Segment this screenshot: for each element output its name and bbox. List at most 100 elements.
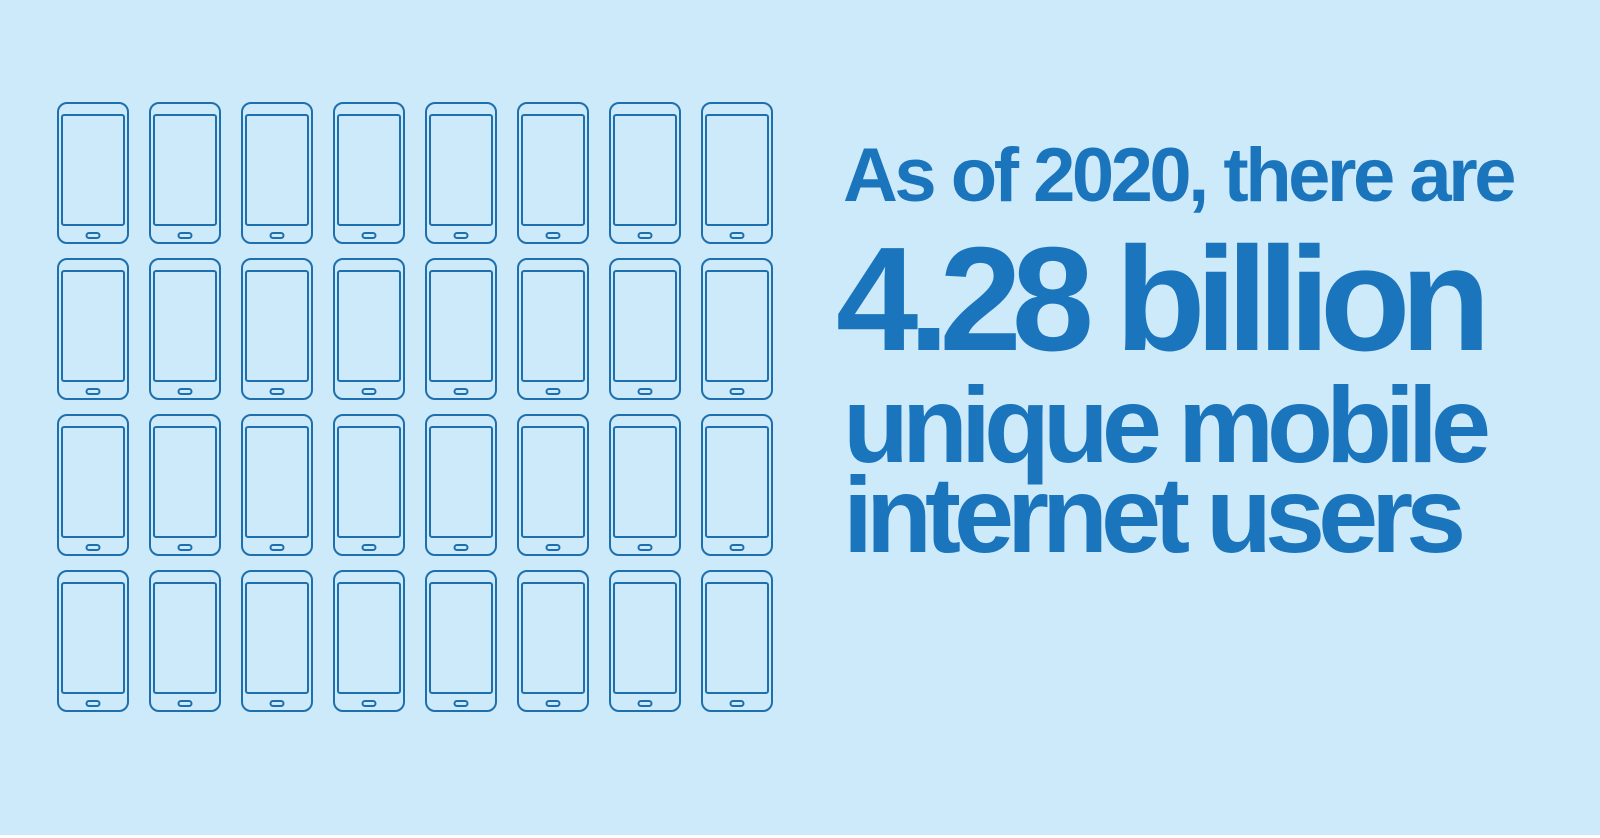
phone-screen [613,581,677,694]
phone-home-button [453,387,469,395]
phone-screen [61,581,125,694]
phone-home-button [269,231,285,239]
smartphone-icon [241,414,313,556]
smartphone-icon [701,414,773,556]
phone-screen [61,113,125,226]
phone-screen [613,269,677,382]
smartphone-icon [609,258,681,400]
smartphone-icon [333,414,405,556]
phone-screen [245,113,309,226]
smartphone-icon [425,102,497,244]
phone-home-button [453,699,469,707]
smartphone-icon [149,414,221,556]
phone-home-button [85,543,101,551]
phone-screen [705,581,769,694]
smartphone-icon [609,414,681,556]
phone-home-button [269,699,285,707]
smartphone-icon [57,570,129,712]
phone-home-button [453,231,469,239]
smartphone-icon [241,570,313,712]
phone-home-button [545,543,561,551]
phone-screen [153,425,217,538]
phone-home-button [85,231,101,239]
phone-home-button [361,543,377,551]
phone-home-button [637,699,653,707]
phone-screen [337,269,401,382]
phone-screen [613,113,677,226]
smartphone-icon [149,258,221,400]
phone-screen [613,425,677,538]
bottom-edge-strip [0,835,1600,838]
phone-screen [153,581,217,694]
phone-home-button [729,231,745,239]
phone-home-button [361,387,377,395]
phone-screen [429,269,493,382]
phone-home-button [269,543,285,551]
smartphone-icon [425,258,497,400]
smartphone-icon [425,570,497,712]
phone-home-button [85,699,101,707]
smartphone-icon [425,414,497,556]
phone-home-button [637,231,653,239]
smartphone-icon [701,102,773,244]
phone-home-button [177,699,193,707]
smartphone-icon [57,102,129,244]
stat-caption-line1: unique mobile [843,364,1491,485]
phone-screen [245,425,309,538]
phone-home-button [361,699,377,707]
phone-screen [521,269,585,382]
phone-screen [61,425,125,538]
smartphone-icon [517,258,589,400]
smartphone-icon [517,414,589,556]
smartphone-icon [609,570,681,712]
phone-screen [521,581,585,694]
phone-home-button [545,387,561,395]
smartphone-icon [609,102,681,244]
phone-screen [429,581,493,694]
phone-home-button [361,231,377,239]
stat-value-text: 4.28 billion [836,217,1491,382]
stat-intro-text: As of 2020, there are [843,133,1517,218]
smartphone-icon [149,102,221,244]
phone-home-button [85,387,101,395]
phone-screen [153,113,217,226]
phone-screen [705,113,769,226]
phone-home-button [545,231,561,239]
phone-screen [245,269,309,382]
smartphone-icon [517,102,589,244]
phone-home-button [637,387,653,395]
smartphone-icon [241,102,313,244]
smartphone-icon [241,258,313,400]
phone-screen [429,113,493,226]
phone-screen [705,425,769,538]
phone-home-button [729,387,745,395]
phone-screen [153,269,217,382]
smartphone-icon [701,570,773,712]
smartphone-icon [333,258,405,400]
phone-screen [429,425,493,538]
phone-home-button [453,543,469,551]
smartphone-icon [57,258,129,400]
phone-screen [337,113,401,226]
phone-screen [521,113,585,226]
phone-screen [705,269,769,382]
stat-caption-line2: internet users [843,454,1466,575]
phone-home-button [729,699,745,707]
phone-home-button [177,231,193,239]
phone-pictogram-grid [57,102,773,712]
phone-screen [521,425,585,538]
phone-home-button [177,543,193,551]
smartphone-icon [149,570,221,712]
phone-home-button [177,387,193,395]
smartphone-icon [333,102,405,244]
smartphone-icon [57,414,129,556]
smartphone-icon [701,258,773,400]
phone-screen [61,269,125,382]
phone-home-button [637,543,653,551]
phone-screen [337,425,401,538]
smartphone-icon [517,570,589,712]
phone-screen [337,581,401,694]
phone-home-button [269,387,285,395]
phone-screen [245,581,309,694]
